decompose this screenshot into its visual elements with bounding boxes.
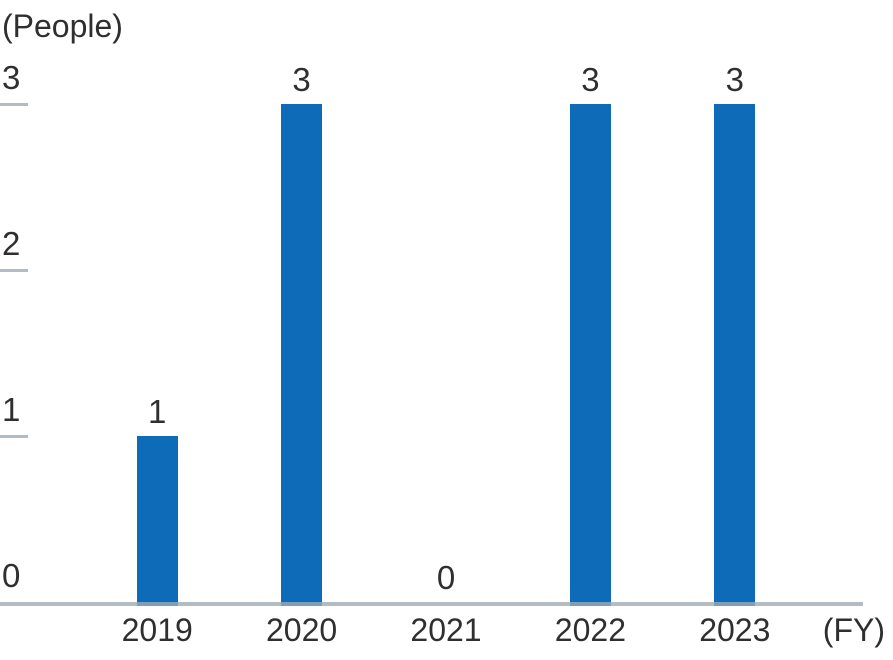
y-tick-label-0: 0 — [2, 557, 21, 594]
bar-2022 — [569, 104, 611, 606]
x-tick-label-2021: 2021 — [410, 612, 482, 648]
x-axis-unit-label: (FY) — [822, 612, 885, 648]
y-tick-label-3: 3 — [2, 59, 21, 96]
data-label-2019: 1 — [148, 393, 167, 430]
x-tick-label-2023: 2023 — [699, 612, 771, 648]
y-tick-label-2: 2 — [2, 225, 21, 262]
data-label-2020: 3 — [292, 61, 311, 98]
bar-2019 — [136, 436, 178, 606]
x-tick-label-2020: 2020 — [266, 612, 338, 648]
data-label-2021: 0 — [436, 559, 456, 596]
bar-2020 — [281, 104, 323, 606]
data-label-2022: 3 — [581, 61, 600, 98]
x-tick-label-2019: 2019 — [121, 612, 193, 648]
y-tick-label-1: 1 — [2, 391, 21, 428]
x-tick-label-2022: 2022 — [554, 612, 626, 648]
bar-2023 — [714, 104, 756, 606]
data-label-2023: 3 — [725, 61, 744, 98]
y-axis-unit-label: (People) — [2, 8, 123, 44]
x-axis-line — [0, 602, 863, 606]
y-gridline-stub-2 — [0, 269, 28, 272]
y-gridline-stub-1 — [0, 435, 28, 438]
y-gridline-stub-3 — [0, 103, 28, 106]
